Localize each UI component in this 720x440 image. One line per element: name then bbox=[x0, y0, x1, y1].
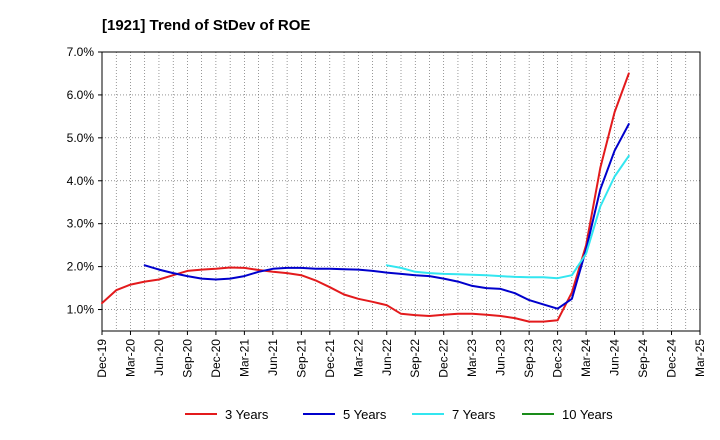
grid bbox=[101, 51, 701, 331]
x-tick-label: Jun-24 bbox=[608, 339, 622, 376]
legend: 3 Years 5 Years 7 Years 10 Years bbox=[185, 407, 613, 422]
y-tick-label: 6.0% bbox=[67, 88, 95, 102]
x-tick-label: Dec-22 bbox=[437, 339, 451, 378]
y-tick-label: 3.0% bbox=[67, 217, 95, 231]
x-tick-label: Jun-23 bbox=[494, 339, 508, 376]
x-tick-label: Dec-23 bbox=[551, 339, 565, 378]
x-tick-label: Dec-19 bbox=[95, 339, 109, 378]
plot-frame bbox=[101, 51, 701, 332]
y-tick-label: 4.0% bbox=[67, 174, 95, 188]
series-line-7-years bbox=[385, 154, 630, 280]
y-tick-label: 1.0% bbox=[67, 303, 95, 317]
x-tick-label: Jun-21 bbox=[266, 339, 280, 376]
x-tick-label: Sep-21 bbox=[294, 339, 308, 378]
legend-label: 5 Years bbox=[343, 407, 387, 422]
x-tick-label: Mar-20 bbox=[123, 339, 137, 377]
x-tick-label: Dec-20 bbox=[209, 339, 223, 378]
x-tick-label: Mar-22 bbox=[351, 339, 365, 377]
y-tick-label: 5.0% bbox=[67, 131, 95, 145]
x-tick-label: Dec-21 bbox=[323, 339, 337, 378]
chart-title: [1921] Trend of StDev of ROE bbox=[102, 17, 310, 34]
x-tick-label: Mar-25 bbox=[693, 339, 707, 377]
x-tick-label: Mar-23 bbox=[465, 339, 479, 377]
x-tick-label: Jun-22 bbox=[380, 339, 394, 376]
y-tick-label: 7.0% bbox=[67, 45, 95, 59]
x-tick-label: Mar-24 bbox=[579, 339, 593, 377]
series-lines bbox=[101, 72, 630, 323]
series-line-3-years bbox=[101, 72, 630, 323]
x-tick-label: Sep-23 bbox=[522, 339, 536, 378]
series-line-5-years bbox=[143, 123, 630, 310]
legend-label: 3 Years bbox=[225, 407, 269, 422]
x-tick-label: Dec-24 bbox=[665, 339, 679, 378]
legend-label: 10 Years bbox=[562, 407, 613, 422]
x-tick-label: Sep-24 bbox=[636, 339, 650, 378]
x-tick-label: Sep-22 bbox=[408, 339, 422, 378]
legend-label: 7 Years bbox=[452, 407, 496, 422]
y-tick-label: 2.0% bbox=[67, 260, 95, 274]
x-tick-label: Mar-21 bbox=[237, 339, 251, 377]
x-tick-label: Jun-20 bbox=[152, 339, 166, 376]
axes: 1.0% 2.0% 3.0% 4.0% 5.0% 6.0% 7.0% Dec-19 Mar-20… bbox=[67, 45, 707, 378]
x-tick-label: Sep-20 bbox=[180, 339, 194, 378]
